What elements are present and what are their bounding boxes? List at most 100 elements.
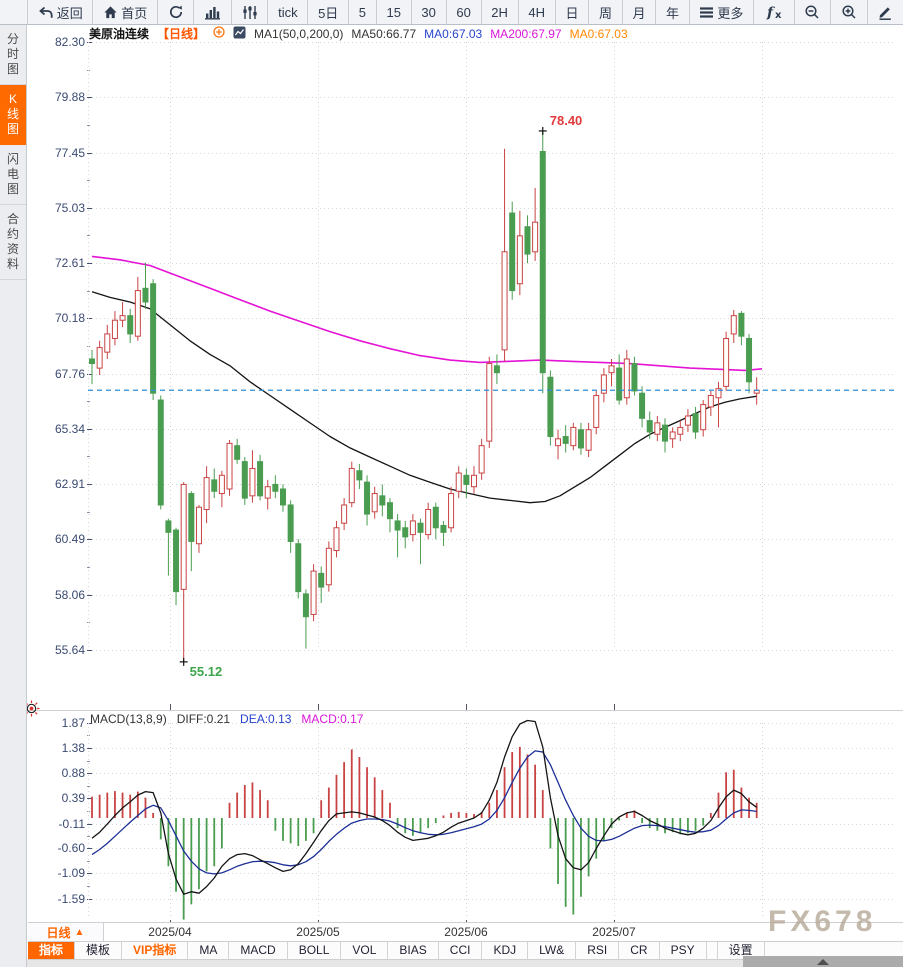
bottom-strip (0, 960, 903, 967)
sidebar-item-flash[interactable]: 闪 电 图 (0, 145, 26, 205)
interval-30m-button-label: 30 (421, 4, 436, 20)
tab-boll[interactable]: BOLL (288, 942, 342, 959)
price-axis-label: 58.06 (54, 587, 85, 602)
svg-text:f: f (766, 5, 776, 20)
tab-macd[interactable]: MACD (229, 942, 288, 959)
interval-30m-button[interactable]: 30 (412, 0, 447, 24)
tab-template[interactable]: 模板 (75, 942, 123, 959)
interval-60m-button[interactable]: 60 (447, 0, 482, 24)
high-annotation: 78.40 (550, 113, 583, 128)
interval-15m-button[interactable]: 15 (377, 0, 412, 24)
ma200-value: MA200:67.97 (490, 26, 562, 41)
back-button-label: 返回 (56, 5, 83, 21)
add-indicator-icon[interactable] (213, 26, 225, 41)
svg-text:x: x (775, 10, 782, 20)
price-axis-label: 65.34 (54, 421, 85, 436)
price-axis-label: 67.76 (54, 366, 85, 381)
zoom-out-button[interactable] (795, 0, 832, 24)
bar-chart-button[interactable] (194, 0, 232, 24)
macd-axis-label: -0.60 (57, 841, 85, 856)
home-button-label: 首页 (121, 5, 148, 21)
macd-axis-label: 1.87 (61, 716, 85, 730)
interval-2h-button-label: 2H (491, 4, 508, 20)
date-axis-label: 2025/06 (444, 925, 488, 939)
chart-header: 美原油连续 【日线】 MA1(50,0,200,0) MA50:66.77 MA… (89, 26, 628, 41)
tab-lw[interactable]: LW& (528, 942, 577, 959)
sidebar-item-kline[interactable]: K 线 图 (0, 85, 26, 145)
price-axis-label: 79.88 (54, 90, 85, 105)
price-axis-label: 75.03 (54, 200, 85, 215)
chevron-up-icon: ▲ (74, 926, 85, 938)
ma50-value: MA50:66.77 (351, 26, 417, 41)
tab-psy[interactable]: PSY (660, 942, 707, 959)
tab-cci[interactable]: CCI (439, 942, 483, 959)
interval-2h-button[interactable]: 2H (482, 0, 519, 24)
macd-axis-label: -1.59 (57, 891, 85, 906)
interval-5m-button[interactable]: 5 (349, 0, 377, 24)
date-axis-row (28, 922, 903, 941)
interval-year-button-label: 年 (665, 5, 679, 21)
draw-button[interactable] (868, 0, 903, 24)
macd-axis-label: -1.09 (57, 866, 85, 881)
bar-chart-icon (205, 6, 221, 20)
refresh-icon (169, 5, 182, 19)
period-selector-button[interactable]: 日线 ▲ (28, 923, 104, 941)
macd-diff-value: DIFF:0.21 (176, 711, 231, 726)
price-axis-label: 60.49 (54, 532, 85, 547)
hamburger-menu-icon (700, 6, 714, 18)
price-axis-label: 72.61 (54, 255, 85, 270)
zoom-in-icon (842, 5, 856, 19)
mini-chart-icon[interactable] (233, 26, 246, 42)
more-button[interactable]: 更多 (690, 0, 755, 24)
macd-axis-label: -0.11 (58, 816, 85, 831)
sidebar-item-contract[interactable]: 合 约 资 料 (0, 205, 26, 280)
interval-5d-button[interactable]: 5日 (308, 0, 350, 24)
interval-15m-button-label: 15 (386, 4, 401, 20)
macd-axis-label: 0.88 (61, 766, 85, 781)
tab-cr[interactable]: CR (619, 942, 660, 959)
interval-4h-button[interactable]: 4H (519, 0, 556, 24)
macd-params: MACD(13,8,9) (90, 711, 167, 726)
interval-month-button-label: 月 (632, 5, 646, 21)
interval-month-button[interactable]: 月 (623, 0, 657, 24)
tab-settings[interactable]: 设置 (716, 942, 765, 959)
zoom-in-button[interactable] (831, 0, 868, 24)
price-axis-label: 62.91 (54, 477, 85, 492)
macd-dea-value: DEA:0.13 (240, 711, 292, 726)
home-button[interactable]: 首页 (93, 0, 158, 24)
tab-vip-indicator[interactable]: VIP指标 (122, 942, 189, 959)
price-axis-label: 82.30 (54, 35, 85, 49)
date-axis-label: 2025/04 (148, 925, 192, 939)
zoom-out-icon (805, 5, 819, 19)
indicator-sliders-button[interactable] (232, 0, 269, 24)
more-button-label: 更多 (717, 5, 744, 21)
ma0-blue-value: MA0:67.03 (424, 26, 483, 41)
tab-vol[interactable]: VOL (341, 942, 389, 959)
macd-value: MACD:0.17 (301, 711, 364, 726)
toolbar: 返回 首页 tick 5日 5 15 30 60 2H 4H 日 周 月 年 更多 f x (0, 0, 903, 25)
interval-year-button[interactable]: 年 (656, 0, 690, 24)
interval-day-button-label: 日 (565, 5, 579, 21)
horizontal-scrollbar[interactable] (743, 956, 903, 967)
tab-bias[interactable]: BIAS (388, 942, 439, 959)
tab-kdj[interactable]: KDJ (482, 942, 529, 959)
indicator-tabbar: 指标 模板 VIP指标 MA MACD BOLL VOL BIAS CCI KDJ LW& RSI CR… (28, 941, 903, 960)
interval-tick-button[interactable]: tick (268, 0, 309, 24)
interval-5m-button-label: 5 (358, 4, 367, 20)
interval-day-button[interactable]: 日 (556, 0, 590, 24)
price-axis-label: 55.64 (54, 643, 85, 657)
refresh-button[interactable] (158, 0, 195, 24)
tab-rsi[interactable]: RSI (576, 942, 620, 959)
interval-week-button[interactable]: 周 (589, 0, 623, 24)
price-axis-label: 77.45 (54, 145, 85, 160)
back-button[interactable]: 返回 (28, 0, 94, 24)
pen-icon (879, 7, 892, 20)
tab-ma[interactable]: MA (188, 942, 230, 959)
sidebar-item-timeshare[interactable]: 分 时 图 (0, 25, 26, 85)
interval-5d-button-label: 5日 (318, 5, 339, 21)
tab-indicator[interactable]: 指标 (28, 942, 76, 959)
